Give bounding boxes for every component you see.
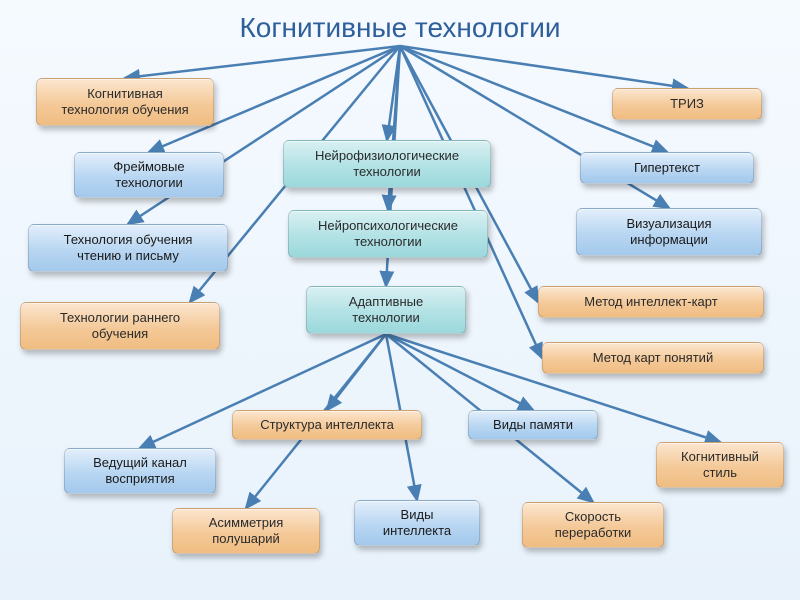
node-skorost: Скоростьпереработки [522,502,664,548]
edge-hub-kogn_obuch [125,46,400,78]
node-neirofiz: Нейрофизиологическиетехнологии [283,140,491,188]
node-asimm: Асимметрияполушарий [172,508,320,554]
node-gipertext: Гипертекст [580,152,754,184]
node-triz: ТРИЗ [612,88,762,120]
edge-adaptive-struktura [327,334,386,410]
edge-adaptive-vidy_pam [386,334,533,410]
edge-hub-neirofiz [387,46,400,140]
node-adaptive: Адаптивныетехнологии [306,286,466,334]
node-kogn_obuch: Когнитивнаятехнология обучения [36,78,214,126]
node-ved_kanal: Ведущий каналвосприятия [64,448,216,494]
node-rannee: Технологии раннегообучения [20,302,220,350]
diagram-title: Когнитивные технологии [239,12,560,44]
node-vidy_int: Видыинтеллекта [354,500,480,546]
node-chtenie: Технология обучениячтению и письму [28,224,228,272]
node-kart_pon: Метод карт понятий [542,342,764,374]
edge-hub-triz [400,46,687,88]
node-freim: Фреймовыетехнологии [74,152,224,198]
node-neiropsih: Нейропсихологическиетехнологии [288,210,488,258]
node-vidy_pam: Виды памяти [468,410,598,440]
node-intellekt_kart: Метод интеллект-карт [538,286,764,318]
node-kogn_stil: Когнитивныйстиль [656,442,784,488]
node-vizual: Визуализацияинформации [576,208,762,256]
node-struktura: Структура интеллекта [232,410,422,440]
